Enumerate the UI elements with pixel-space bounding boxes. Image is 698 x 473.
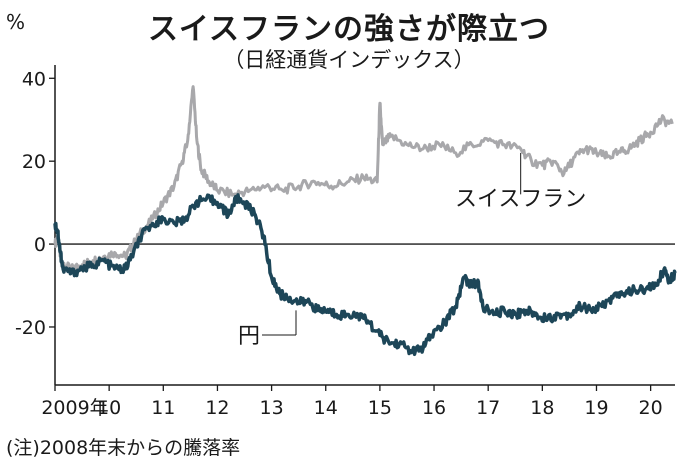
x-tick-label: 2009年 — [41, 397, 108, 419]
y-tick-label: 0 — [34, 234, 46, 256]
chart-note: (注)2008年末からの騰落率 — [6, 437, 241, 459]
x-tick-label: 10 — [97, 397, 121, 419]
x-tick-label: 18 — [530, 397, 554, 419]
y-tick-label: -20 — [15, 317, 46, 339]
chart-title: スイスフランの強さが際立つ — [147, 12, 551, 47]
y-tick-label: 20 — [22, 151, 46, 173]
x-tick-label: 19 — [584, 397, 608, 419]
series-label-swiss-franc: スイスフラン — [455, 187, 586, 212]
series-label-yen: 円 — [238, 324, 260, 349]
x-tick-label: 17 — [476, 397, 500, 419]
x-tick-label: 14 — [314, 397, 338, 419]
x-tick-label: 13 — [260, 397, 284, 419]
series-line-swiss-franc — [53, 85, 674, 272]
x-tick-label: 15 — [368, 397, 392, 419]
x-tick-label: 12 — [205, 397, 229, 419]
x-tick-label: 16 — [422, 397, 446, 419]
x-tick-label: 11 — [151, 397, 175, 419]
series-line-yen — [53, 193, 677, 357]
x-tick-label: 20 — [639, 397, 663, 419]
chart-subtitle: （日経通貨インデックス） — [223, 48, 475, 72]
y-tick-label: 40 — [22, 68, 46, 90]
y-axis-unit: % — [6, 10, 26, 34]
